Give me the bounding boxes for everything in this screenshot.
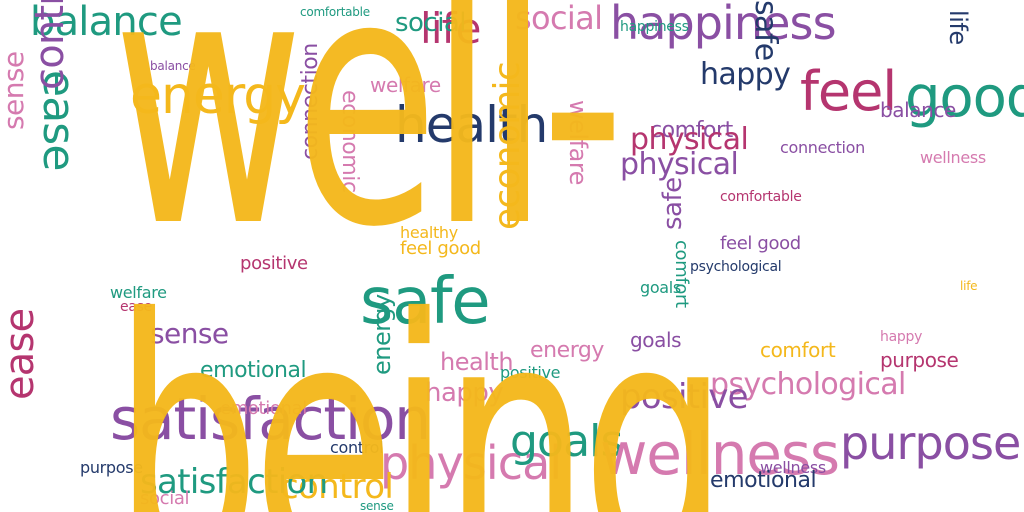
cloud-word: social <box>140 488 190 509</box>
cloud-word: health <box>395 96 548 154</box>
cloud-word: satisfaction <box>110 385 431 453</box>
cloud-word: control <box>280 467 394 507</box>
cloud-word: sense <box>360 499 394 512</box>
cloud-word: balance <box>150 59 196 73</box>
cloud-word: energy <box>130 66 306 126</box>
cloud-word: physical <box>630 122 749 157</box>
cloud-word: emotional <box>200 358 307 383</box>
cloud-word: life <box>960 279 978 293</box>
cloud-word: comfort <box>671 240 692 308</box>
cloud-word: happy <box>425 378 504 408</box>
cloud-word: safe <box>748 0 783 61</box>
cloud-word: safe <box>658 177 688 230</box>
cloud-word: wellness <box>600 420 840 488</box>
cloud-word: energy <box>530 338 605 363</box>
cloud-word: positive <box>240 253 308 274</box>
cloud-word: comfortable <box>300 5 370 19</box>
cloud-word: social <box>515 0 603 37</box>
cloud-word: welfare <box>110 283 167 302</box>
cloud-word: wellness <box>760 458 826 477</box>
cloud-word: purpose <box>80 458 143 477</box>
cloud-word: physical <box>620 147 739 182</box>
cloud-word: positive <box>500 363 561 382</box>
cloud-word: health <box>440 348 514 376</box>
cloud-word: safe <box>360 265 491 339</box>
cloud-word: control <box>27 0 73 90</box>
cloud-word: positive <box>620 377 749 417</box>
cloud-word: ease <box>120 299 152 315</box>
cloud-word: control <box>330 438 384 457</box>
cloud-word: ease <box>0 308 43 400</box>
cloud-word: psychological <box>690 259 782 275</box>
cloud-word: happy <box>700 57 791 92</box>
cloud-word: psychological <box>710 367 906 402</box>
cloud-word: goals <box>630 328 682 352</box>
cloud-word: wellness <box>920 148 986 167</box>
cloud-word: comfortable <box>720 189 802 205</box>
cloud-word: life <box>420 4 481 53</box>
cloud-word: feel <box>800 60 897 123</box>
cloud-word: purpose <box>840 416 1021 470</box>
cloud-word: life <box>944 10 972 45</box>
cloud-word: good <box>905 65 1024 130</box>
cloud-word: balance <box>30 0 183 45</box>
cloud-word: healthy <box>400 223 458 242</box>
cloud-word: connection <box>298 43 323 160</box>
cloud-word: happiness <box>610 0 837 50</box>
cloud-word: happy <box>880 329 923 345</box>
cloud-word: satisfaction <box>140 462 328 502</box>
cloud-word: economic <box>337 90 362 193</box>
cloud-word: welfare <box>564 100 592 185</box>
cloud-word: energy <box>368 294 396 375</box>
cloud-word: physical <box>380 436 562 490</box>
cloud-word: comfort <box>760 338 836 362</box>
cloud-word: sense <box>0 51 30 130</box>
cloud-word: sense <box>150 317 229 350</box>
cloud-word: social <box>395 8 467 38</box>
cloud-word: emotional <box>710 468 817 493</box>
cloud-word: emotional <box>220 398 307 419</box>
cloud-word: happiness <box>620 19 689 35</box>
cloud-word: goals <box>510 416 623 467</box>
cloud-word: connection <box>780 138 865 157</box>
cloud-word: welfare <box>370 73 441 97</box>
cloud-word: balance <box>880 98 956 122</box>
cloud-word: feel good <box>400 238 481 259</box>
cloud-word: feel good <box>720 233 801 254</box>
cloud-word: purpose <box>880 348 959 372</box>
cloud-word: comfort <box>650 118 733 143</box>
cloud-word: economic <box>487 62 528 230</box>
cloud-word: goals <box>640 278 681 297</box>
